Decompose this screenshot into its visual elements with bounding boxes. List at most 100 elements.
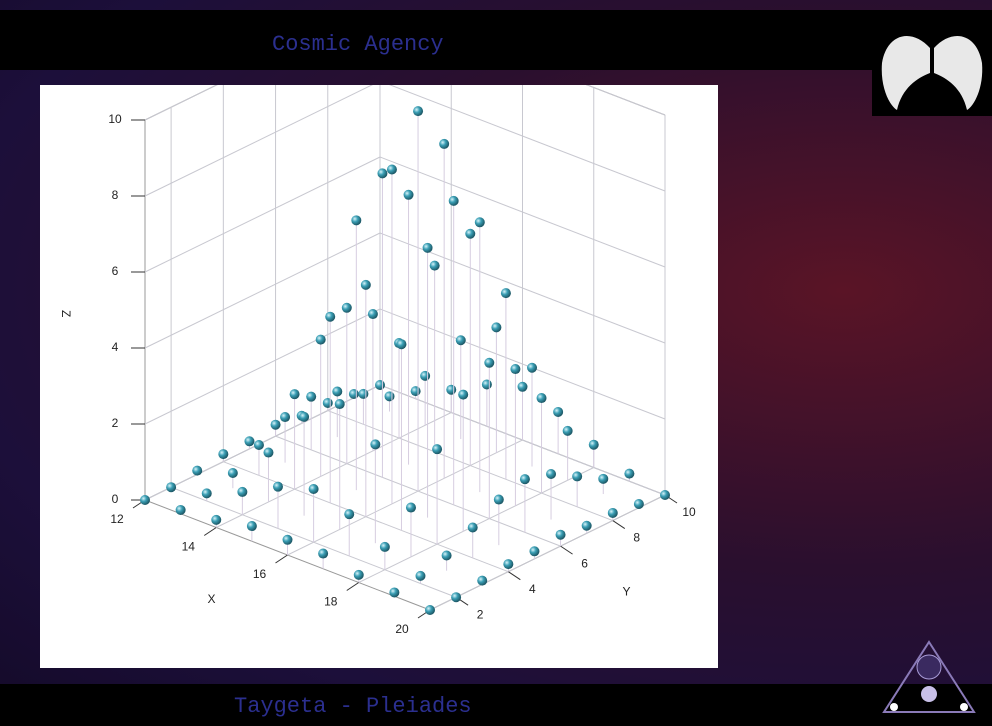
- z-tick-label: 0: [112, 492, 119, 506]
- point: [458, 389, 469, 400]
- grid-line: [144, 156, 381, 273]
- point: [386, 164, 397, 175]
- point: [519, 474, 530, 485]
- point: [413, 106, 424, 117]
- point: [441, 550, 452, 561]
- y-tick-label: 2: [477, 607, 484, 621]
- point: [263, 447, 274, 458]
- point: [607, 507, 618, 518]
- tick-mark: [275, 554, 288, 564]
- x-tick-label: 16: [253, 567, 267, 581]
- x-tick-label: 20: [395, 622, 409, 636]
- point: [425, 605, 435, 615]
- point: [553, 406, 564, 417]
- footer-bar: Taygeta - Pleiades: [0, 684, 992, 726]
- point: [410, 386, 421, 397]
- point: [353, 569, 364, 580]
- point: [306, 391, 317, 402]
- z-tick-label: 6: [112, 264, 119, 278]
- point: [175, 504, 186, 515]
- point: [360, 279, 371, 290]
- z-tick-label: 2: [112, 416, 119, 430]
- z-tick-label: 8: [112, 188, 119, 202]
- point: [562, 425, 573, 436]
- point: [451, 592, 462, 603]
- grid-line: [144, 232, 381, 349]
- point: [439, 138, 450, 149]
- point: [396, 339, 407, 350]
- point: [510, 364, 521, 375]
- point: [446, 384, 457, 395]
- point: [448, 195, 459, 206]
- chart: 12 14 16 18 20 2 4 6 8 10 0 2 4 6 8 10 X Y Z: [40, 85, 718, 668]
- tick-mark: [560, 545, 573, 555]
- point: [201, 488, 212, 499]
- point: [218, 449, 229, 460]
- point: [246, 521, 257, 532]
- point: [581, 520, 592, 531]
- x-axis-label: X: [208, 592, 216, 606]
- z-axis-label: Z: [59, 310, 73, 317]
- point: [624, 468, 635, 479]
- point: [405, 502, 416, 513]
- point: [517, 381, 528, 392]
- point: [455, 335, 466, 346]
- y-tick-label: 4: [529, 582, 536, 596]
- point: [389, 587, 400, 598]
- point: [370, 439, 381, 450]
- y-tick-label: 8: [633, 531, 640, 545]
- point: [493, 494, 504, 505]
- point: [237, 486, 248, 497]
- point: [465, 228, 476, 239]
- point: [415, 570, 426, 581]
- point: [244, 436, 255, 447]
- point: [308, 484, 319, 495]
- point: [227, 467, 238, 478]
- x-tick-label: 14: [182, 540, 196, 554]
- point: [348, 388, 359, 399]
- point: [377, 168, 388, 179]
- point: [572, 471, 583, 482]
- header-title: Cosmic Agency: [272, 32, 444, 57]
- tick-mark: [612, 520, 626, 529]
- grid-line: [144, 85, 373, 197]
- point: [429, 260, 440, 271]
- tick-mark: [203, 527, 217, 536]
- x-tick-label: 12: [110, 512, 124, 526]
- point: [588, 439, 599, 450]
- point: [270, 419, 281, 430]
- point: [481, 379, 492, 390]
- point: [546, 468, 557, 479]
- grid-line: [144, 85, 218, 121]
- y-tick-label: 6: [581, 556, 588, 570]
- point: [334, 399, 345, 410]
- point: [491, 322, 502, 333]
- y-axis-label: Y: [623, 585, 631, 599]
- point: [420, 370, 431, 381]
- point: [358, 388, 369, 399]
- point: [289, 389, 300, 400]
- point: [299, 411, 310, 422]
- y-tick-label: 10: [682, 505, 696, 519]
- tick-mark: [346, 582, 360, 591]
- point: [282, 534, 293, 545]
- point: [344, 509, 355, 520]
- point: [315, 334, 326, 345]
- point: [633, 498, 644, 509]
- point: [432, 444, 443, 455]
- point: [477, 575, 488, 586]
- point: [660, 490, 670, 500]
- point: [598, 473, 609, 484]
- point: [555, 529, 566, 540]
- z-tick-label: 10: [108, 112, 122, 126]
- point: [253, 440, 264, 451]
- point: [192, 465, 203, 476]
- point: [503, 559, 514, 570]
- grid-line: [144, 308, 381, 425]
- point: [325, 311, 336, 322]
- point: [140, 495, 150, 505]
- point: [474, 217, 485, 228]
- grid-line: [429, 494, 666, 611]
- point: [403, 189, 414, 200]
- footer-caption: Taygeta - Pleiades: [234, 694, 472, 719]
